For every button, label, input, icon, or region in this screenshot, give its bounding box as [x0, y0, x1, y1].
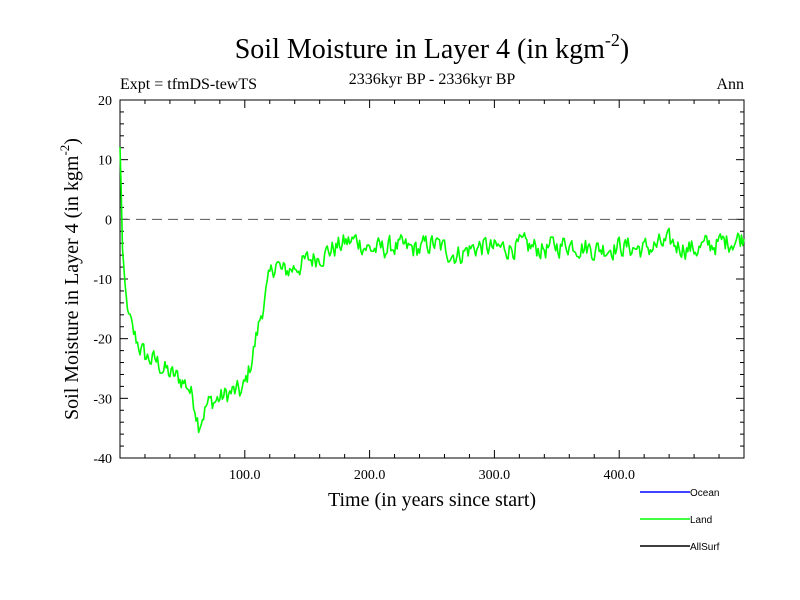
chart-title-close: ) — [620, 34, 629, 65]
legend-label-ocean: Ocean — [690, 488, 719, 499]
x-tick-label: 300.0 — [479, 468, 511, 483]
expt-label: Expt = tfmDS-tewTS — [120, 76, 257, 93]
legend-label-land: Land — [690, 515, 712, 526]
legend: Ocean Land AllSurf — [640, 488, 720, 553]
x-axis: 100.0 200.0 300.0 400.0 — [144, 100, 720, 483]
y-axis-label-main: Soil Moisture in Layer 4 (in kgm — [61, 155, 83, 420]
y-axis-label-close: ) — [61, 138, 83, 145]
y-tick-label: -10 — [93, 273, 112, 288]
y-axis: -40 -30 -20 -10 0 10 20 — [93, 94, 744, 467]
y-tick-label: 0 — [105, 213, 112, 228]
y-tick-label: -30 — [93, 392, 112, 407]
chart-title-sup: -2 — [605, 30, 620, 50]
y-tick-label: -40 — [93, 452, 112, 467]
land-series-line — [119, 147, 745, 434]
x-tick-label: 100.0 — [229, 468, 261, 483]
period-label: 2336kyr BP - 2336kyr BP — [349, 71, 516, 88]
y-tick-label: 10 — [98, 154, 112, 169]
y-axis-label-sup: -2 — [57, 145, 72, 156]
chart-title: Soil Moisture in Layer 4 (in kgm-2) — [235, 30, 630, 65]
y-axis-label: Soil Moisture in Layer 4 (in kgm-2) — [57, 138, 83, 420]
season-label: Ann — [716, 76, 744, 93]
y-tick-label: -20 — [93, 333, 112, 348]
x-tick-label: 400.0 — [603, 468, 635, 483]
chart-title-main: Soil Moisture in Layer 4 (in kgm — [235, 34, 605, 65]
legend-label-allsurf: AllSurf — [690, 542, 720, 553]
x-tick-label: 200.0 — [354, 468, 386, 483]
y-tick-label: 20 — [98, 94, 112, 109]
x-axis-label: Time (in years since start) — [328, 489, 536, 511]
